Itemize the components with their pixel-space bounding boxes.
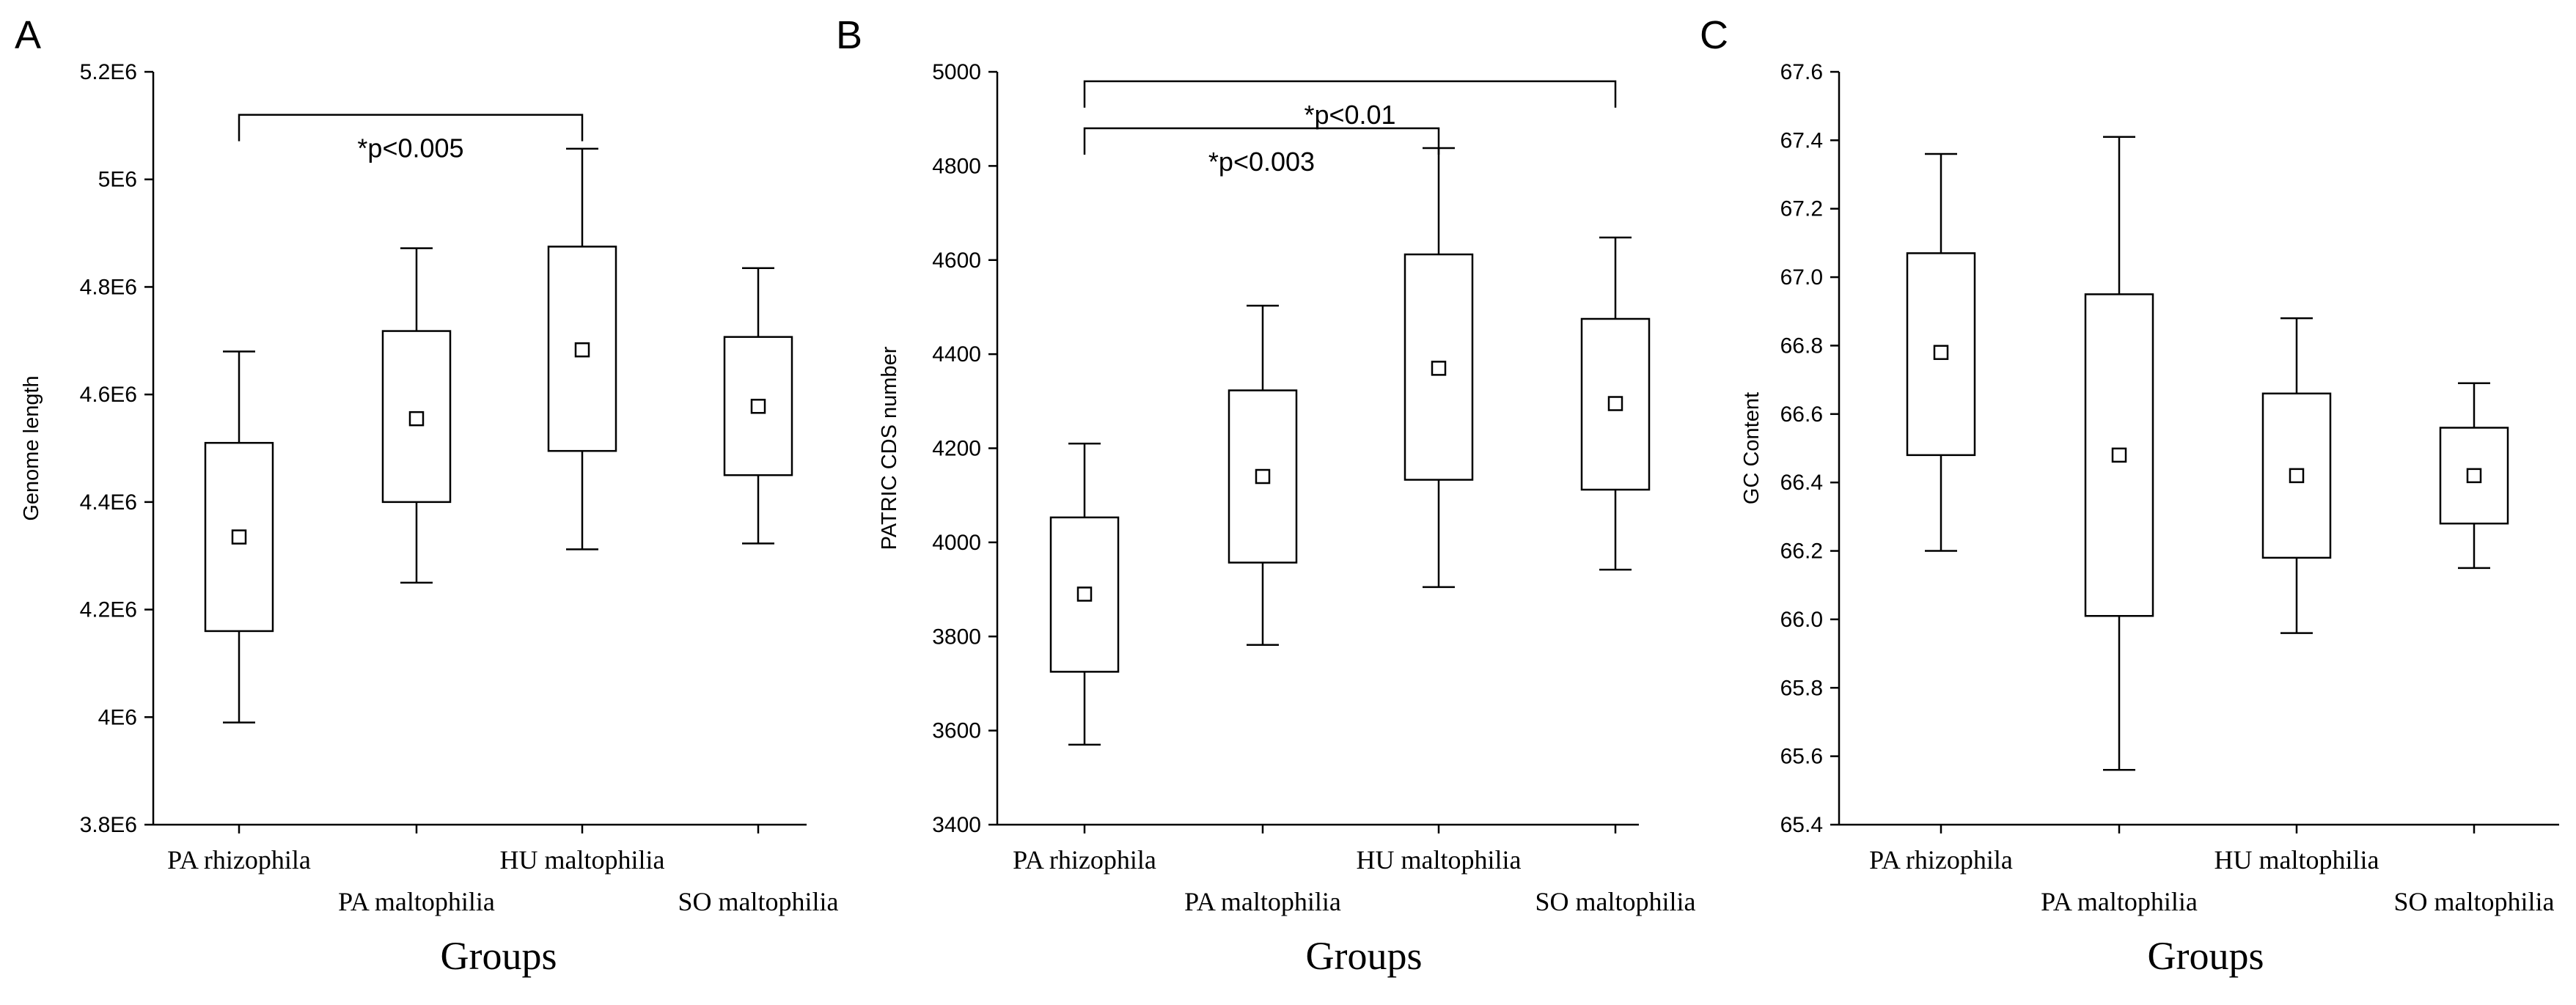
y-tick-label: 5.2E6	[80, 60, 137, 84]
y-tick-label: 4.6E6	[80, 383, 137, 407]
bracket-line	[1083, 80, 1617, 108]
y-tick-label: 66.0	[1780, 608, 1823, 632]
category-label: PA maltophilia	[1184, 887, 1341, 916]
x-axis-title: Groups	[2148, 934, 2264, 978]
y-tick-label: 4200	[932, 437, 981, 461]
y-tick-label: 4800	[932, 154, 981, 178]
y-tick-label: 66.4	[1780, 471, 1823, 495]
y-tick-label: 65.6	[1780, 745, 1823, 769]
mean-marker	[1607, 396, 1623, 411]
category-label: PA maltophilia	[2041, 887, 2198, 916]
panel-letter: C	[1700, 13, 1728, 57]
y-tick-label: 66.2	[1780, 540, 1823, 564]
y-tick-label: 66.8	[1780, 334, 1823, 358]
box-so-maltophilia	[2439, 382, 2509, 570]
mean-marker	[750, 399, 766, 414]
x-axis-title: Groups	[441, 934, 557, 978]
y-tick-label: 5000	[932, 60, 981, 84]
box-pa-maltophilia	[381, 247, 452, 584]
mean-marker	[1076, 586, 1093, 602]
y-tick-label: 3800	[932, 625, 981, 649]
y-tick-label: 5E6	[98, 168, 137, 192]
significance-bracket: *p<0.01	[1083, 80, 1617, 130]
y-tick-label: 4600	[932, 249, 981, 273]
box-hu-maltophilia	[2261, 317, 2332, 634]
y-tick-label: 4400	[932, 342, 981, 367]
panel-a: A 3.8E6 4E6 4.2E6 4.4E6 4.6E6 4.8E6 5E6 5.2E6 Gen…	[15, 13, 839, 978]
category-label: HU maltophilia	[2214, 845, 2379, 875]
y-tick-label: 4.8E6	[80, 275, 137, 299]
box-pa-maltophilia	[1228, 304, 1298, 647]
y-tick-label: 4.2E6	[80, 598, 137, 622]
box-hu-maltophilia	[1403, 147, 1474, 589]
panel-c: C 65.4 65.6 65.8 66.0 66.2 66.4 66.6 66.8 67.0 67.…	[1700, 13, 2559, 978]
box-rect	[381, 330, 452, 504]
category-label: HU maltophilia	[500, 845, 665, 875]
significance-bracket: *p<0.003	[1083, 127, 1440, 177]
mean-marker	[1431, 361, 1447, 376]
category-label: PA rhizophila	[1013, 845, 1156, 875]
mean-marker	[574, 342, 590, 358]
box-hu-maltophilia	[547, 147, 617, 551]
y-tick-label: 3.8E6	[80, 813, 137, 837]
box-pa-rhizophila	[1906, 152, 1976, 552]
box-rect	[1403, 253, 1474, 481]
bracket-line	[1083, 127, 1440, 155]
box-pa-rhizophila	[204, 350, 274, 724]
y-tick-label: 4E6	[98, 705, 137, 729]
y-axis-label: GC Content	[1740, 392, 1764, 504]
box-pa-maltophilia	[2084, 136, 2154, 771]
mean-marker	[2466, 468, 2482, 484]
panel-letter: B	[836, 13, 862, 57]
y-tick-label: 65.4	[1780, 813, 1823, 837]
category-label: SO maltophilia	[1535, 887, 1696, 916]
significance-label: *p<0.01	[1304, 100, 1395, 130]
y-tick-label: 4000	[932, 531, 981, 555]
y-tick-label: 3600	[932, 719, 981, 743]
y-tick-label: 66.6	[1780, 402, 1823, 427]
category-label: PA rhizophila	[167, 845, 311, 875]
bracket-line	[238, 114, 584, 141]
y-tick-label: 67.0	[1780, 265, 1823, 290]
y-tick-label: 3400	[932, 813, 981, 837]
category-label: HU maltophilia	[1357, 845, 1522, 875]
category-label: PA rhizophila	[1869, 845, 2013, 875]
mean-marker	[408, 411, 425, 427]
category-label: SO maltophilia	[2394, 887, 2555, 916]
box-so-maltophilia	[1580, 236, 1651, 571]
significance-label: *p<0.005	[357, 133, 463, 163]
box-pa-rhizophila	[1049, 442, 1120, 746]
panel-letter: A	[15, 13, 41, 57]
mean-marker	[1255, 468, 1271, 485]
significance-label: *p<0.003	[1208, 147, 1315, 177]
y-tick-label: 67.2	[1780, 197, 1823, 221]
category-label: SO maltophilia	[678, 887, 839, 916]
y-tick-label: 67.4	[1780, 128, 1823, 152]
y-axis-label: PATRIC CDS number	[878, 346, 901, 550]
mean-marker	[1933, 345, 1949, 361]
box-so-maltophilia	[723, 267, 793, 545]
y-tick-label: 4.4E6	[80, 490, 137, 515]
mean-marker	[231, 529, 247, 545]
category-label: PA maltophilia	[338, 887, 495, 916]
box-rect	[2261, 392, 2332, 559]
significance-bracket: *p<0.005	[238, 114, 584, 163]
x-axis-title: Groups	[1306, 934, 1423, 978]
mean-marker	[2289, 468, 2305, 484]
panel-b: B 3400 3600 3800 4000 4200 4400 4600 4800 5000 PAT…	[836, 13, 1696, 978]
y-tick-label: 65.8	[1780, 676, 1823, 700]
y-axis-label: Genome length	[20, 375, 43, 520]
mean-marker	[2111, 447, 2127, 463]
y-tick-label: 67.6	[1780, 60, 1823, 84]
